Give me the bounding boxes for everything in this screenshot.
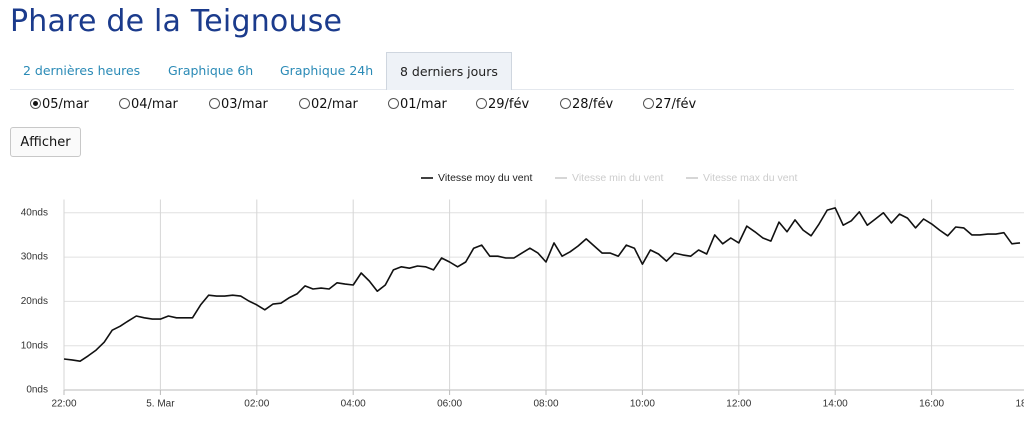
- x-tick-label: 08:00: [533, 399, 558, 410]
- date-radio[interactable]: 03/mar: [209, 97, 268, 113]
- radio-circle[interactable]: [476, 98, 487, 109]
- radio-label[interactable]: 03/mar: [221, 97, 268, 112]
- x-tick-label: 5. Mar: [146, 399, 175, 410]
- x-tick-label: 06:00: [437, 399, 462, 410]
- x-tick-label: 16:00: [919, 399, 944, 410]
- radio-circle[interactable]: [643, 98, 654, 109]
- radio-label[interactable]: 02/mar: [311, 97, 358, 112]
- date-radio[interactable]: 27/fév: [643, 97, 696, 113]
- radio-circle[interactable]: [119, 98, 130, 109]
- y-tick-label: 40nds: [21, 207, 48, 218]
- radio-circle[interactable]: [388, 98, 399, 109]
- date-radio[interactable]: 04/mar: [119, 97, 178, 113]
- date-radio[interactable]: 02/mar: [299, 97, 358, 113]
- radio-label[interactable]: 05/mar: [42, 97, 89, 112]
- legend-label[interactable]: Vitesse max du vent: [703, 172, 797, 184]
- date-radio[interactable]: 28/fév: [560, 97, 613, 113]
- radio-circle[interactable]: [560, 98, 571, 109]
- radio-label[interactable]: 27/fév: [655, 97, 697, 112]
- radio-label[interactable]: 28/fév: [572, 97, 614, 112]
- x-tick-label: 02:00: [244, 399, 269, 410]
- radio-label[interactable]: 04/mar: [131, 97, 178, 112]
- x-tick-label: 22:00: [51, 399, 76, 410]
- page-title: Phare de la Teignouse: [10, 4, 343, 39]
- radio-circle[interactable]: [299, 98, 310, 109]
- x-tick-label: 10:00: [630, 399, 655, 410]
- tab[interactable]: 2 dernières heures: [23, 63, 141, 78]
- tab[interactable]: Graphique 6h: [168, 63, 254, 78]
- wind-line: [63, 207, 1021, 362]
- tab[interactable]: 8 derniers jours: [386, 52, 512, 90]
- y-tick-label: 30nds: [21, 252, 48, 263]
- tab-bar: 2 dernières heures Graphique 6h Graphique …: [10, 52, 1014, 90]
- x-tick-label: 12:00: [726, 399, 751, 410]
- y-tick-label: 0nds: [26, 385, 48, 396]
- legend-label[interactable]: Vitesse moy du vent: [438, 172, 532, 184]
- tab[interactable]: Graphique 24h: [280, 63, 374, 78]
- radio-circle[interactable]: [209, 98, 220, 109]
- date-radio[interactable]: 01/mar: [388, 97, 447, 113]
- x-tick-label: 04:00: [341, 399, 366, 410]
- date-radio[interactable]: 05/mar: [30, 97, 89, 113]
- show-button[interactable]: Afficher: [10, 127, 81, 157]
- radio-circle[interactable]: [30, 98, 41, 109]
- date-radio[interactable]: 29/fév: [476, 97, 529, 113]
- y-tick-label: 20nds: [21, 296, 48, 307]
- x-tick-label: 18:00: [1015, 399, 1024, 410]
- radio-label[interactable]: 29/fév: [488, 97, 530, 112]
- y-tick-label: 10nds: [21, 340, 48, 351]
- radio-label[interactable]: 01/mar: [400, 97, 447, 112]
- chart: 0nds 10nds 20nds 30nds 40nds 22:00 5. Mar 02:00…: [21, 172, 1024, 410]
- legend-label[interactable]: Vitesse min du vent: [572, 172, 664, 184]
- x-tick-label: 14:00: [823, 399, 848, 410]
